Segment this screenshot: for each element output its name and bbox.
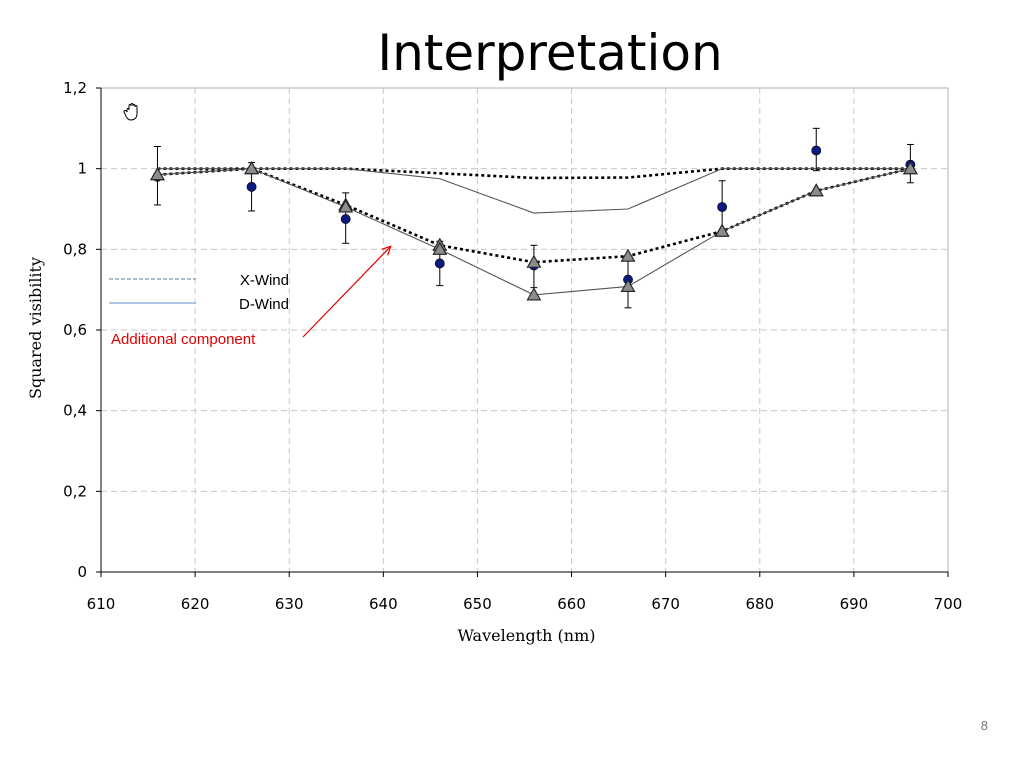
triangle-marker xyxy=(902,161,918,175)
observed-point xyxy=(246,181,257,192)
x-axis-title: Wavelength (nm) xyxy=(457,626,595,645)
triangle-marker xyxy=(620,248,636,262)
legend-label-1: X-Wind xyxy=(240,272,289,289)
y-axis-title: Squared visibility xyxy=(26,257,45,399)
series-line-3 xyxy=(157,167,911,264)
x-tick-label: 660 xyxy=(557,595,586,613)
x-tick-label: 610 xyxy=(87,595,116,613)
observed-point xyxy=(717,202,728,212)
y-tick-label: 0,2 xyxy=(63,482,87,500)
x-tick-label: 670 xyxy=(651,595,680,613)
y-tick-label: 0,4 xyxy=(63,402,87,420)
hand-cursor-icon xyxy=(123,103,138,121)
triangle-marker xyxy=(808,183,824,197)
y-tick-label: 0,6 xyxy=(63,321,87,339)
x-tick-label: 680 xyxy=(745,595,774,613)
x-tick-label: 700 xyxy=(934,595,963,613)
x-tick-label: 630 xyxy=(275,595,304,613)
x-tick-label: 640 xyxy=(369,595,398,613)
triangle-marker xyxy=(432,241,448,255)
axes xyxy=(96,87,949,577)
x-tick-label: 620 xyxy=(181,595,210,613)
y-tick-label: 0 xyxy=(77,563,87,581)
annotation-text: Additional component xyxy=(111,331,256,348)
model-markers xyxy=(150,161,918,301)
observed-point xyxy=(811,145,822,156)
x-tick-label: 650 xyxy=(463,595,492,613)
observed-point xyxy=(434,258,445,269)
triangle-marker xyxy=(244,161,260,175)
triangle-marker xyxy=(620,278,636,292)
grid-lines xyxy=(101,88,948,572)
y-tick-label: 0,8 xyxy=(63,240,87,258)
legend: X-Wind D-Wind xyxy=(109,272,289,313)
annotation: Additional component xyxy=(111,245,392,348)
y-tick-label: 1,2 xyxy=(63,79,87,97)
y-tick-label: 1 xyxy=(77,160,87,178)
page-number: 8 xyxy=(980,718,988,733)
x-tick-label: 690 xyxy=(840,595,869,613)
tick-labels: 610 620 630 640 650 660 670 680 690 700 0 0,2 0,4 0,6… xyxy=(63,79,962,613)
observed-point xyxy=(340,214,351,224)
series-line-2 xyxy=(157,168,911,214)
triangle-marker xyxy=(526,287,542,301)
triangle-marker xyxy=(714,223,730,237)
legend-label-2: D-Wind xyxy=(239,296,289,313)
slide-title: Interpretation xyxy=(377,24,723,82)
triangle-marker xyxy=(526,254,542,268)
annotation-arrow xyxy=(302,245,392,338)
triangle-marker xyxy=(150,167,165,181)
annotation-arrowhead xyxy=(381,245,392,256)
triangle-marker xyxy=(338,199,354,213)
